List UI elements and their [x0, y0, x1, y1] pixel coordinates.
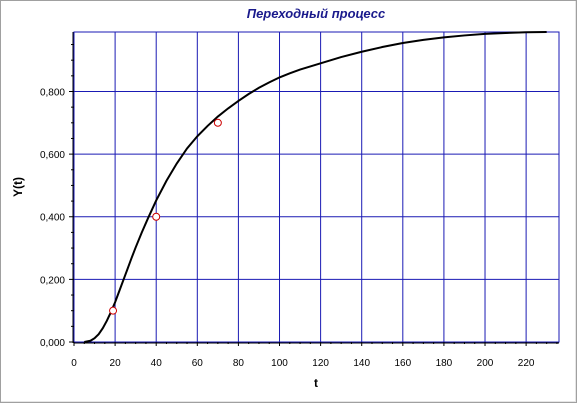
x-tick-label: 200	[477, 358, 494, 369]
x-axis-label: t	[314, 376, 318, 390]
x-tick-label: 160	[394, 358, 411, 369]
x-axis: 0 20 40 60 80 100 120 140 160 180 200 220	[71, 342, 559, 369]
data-marker	[152, 212, 161, 221]
chart-title: Переходный процесс	[247, 6, 386, 21]
x-tick-label: 20	[110, 358, 122, 369]
y-tick-label: 0,600	[40, 150, 65, 161]
x-tick-label: 80	[233, 358, 245, 369]
markers	[109, 118, 222, 315]
x-tick-label: 180	[436, 358, 453, 369]
y-tick-label: 0,800	[40, 87, 65, 98]
x-tick-label: 100	[271, 358, 288, 369]
x-tick-label: 60	[192, 358, 204, 369]
x-tick-label: 220	[518, 358, 535, 369]
y-tick-label: 0,200	[40, 275, 65, 286]
x-tick-label: 40	[151, 358, 163, 369]
data-marker	[213, 118, 222, 127]
plot-border	[73, 31, 560, 343]
x-tick-label: 0	[71, 358, 77, 369]
y-tick-label: 0,400	[40, 213, 65, 224]
x-tick-label: 140	[353, 358, 370, 369]
series-line	[84, 31, 547, 343]
grid	[74, 32, 559, 342]
y-axis: 0,000 0,200 0,400 0,600 0,800	[40, 32, 74, 349]
data-marker	[109, 306, 118, 315]
y-tick-label: 0,000	[40, 338, 65, 349]
x-tick-label: 120	[312, 358, 329, 369]
y-axis-label: Y(t)	[11, 177, 25, 197]
